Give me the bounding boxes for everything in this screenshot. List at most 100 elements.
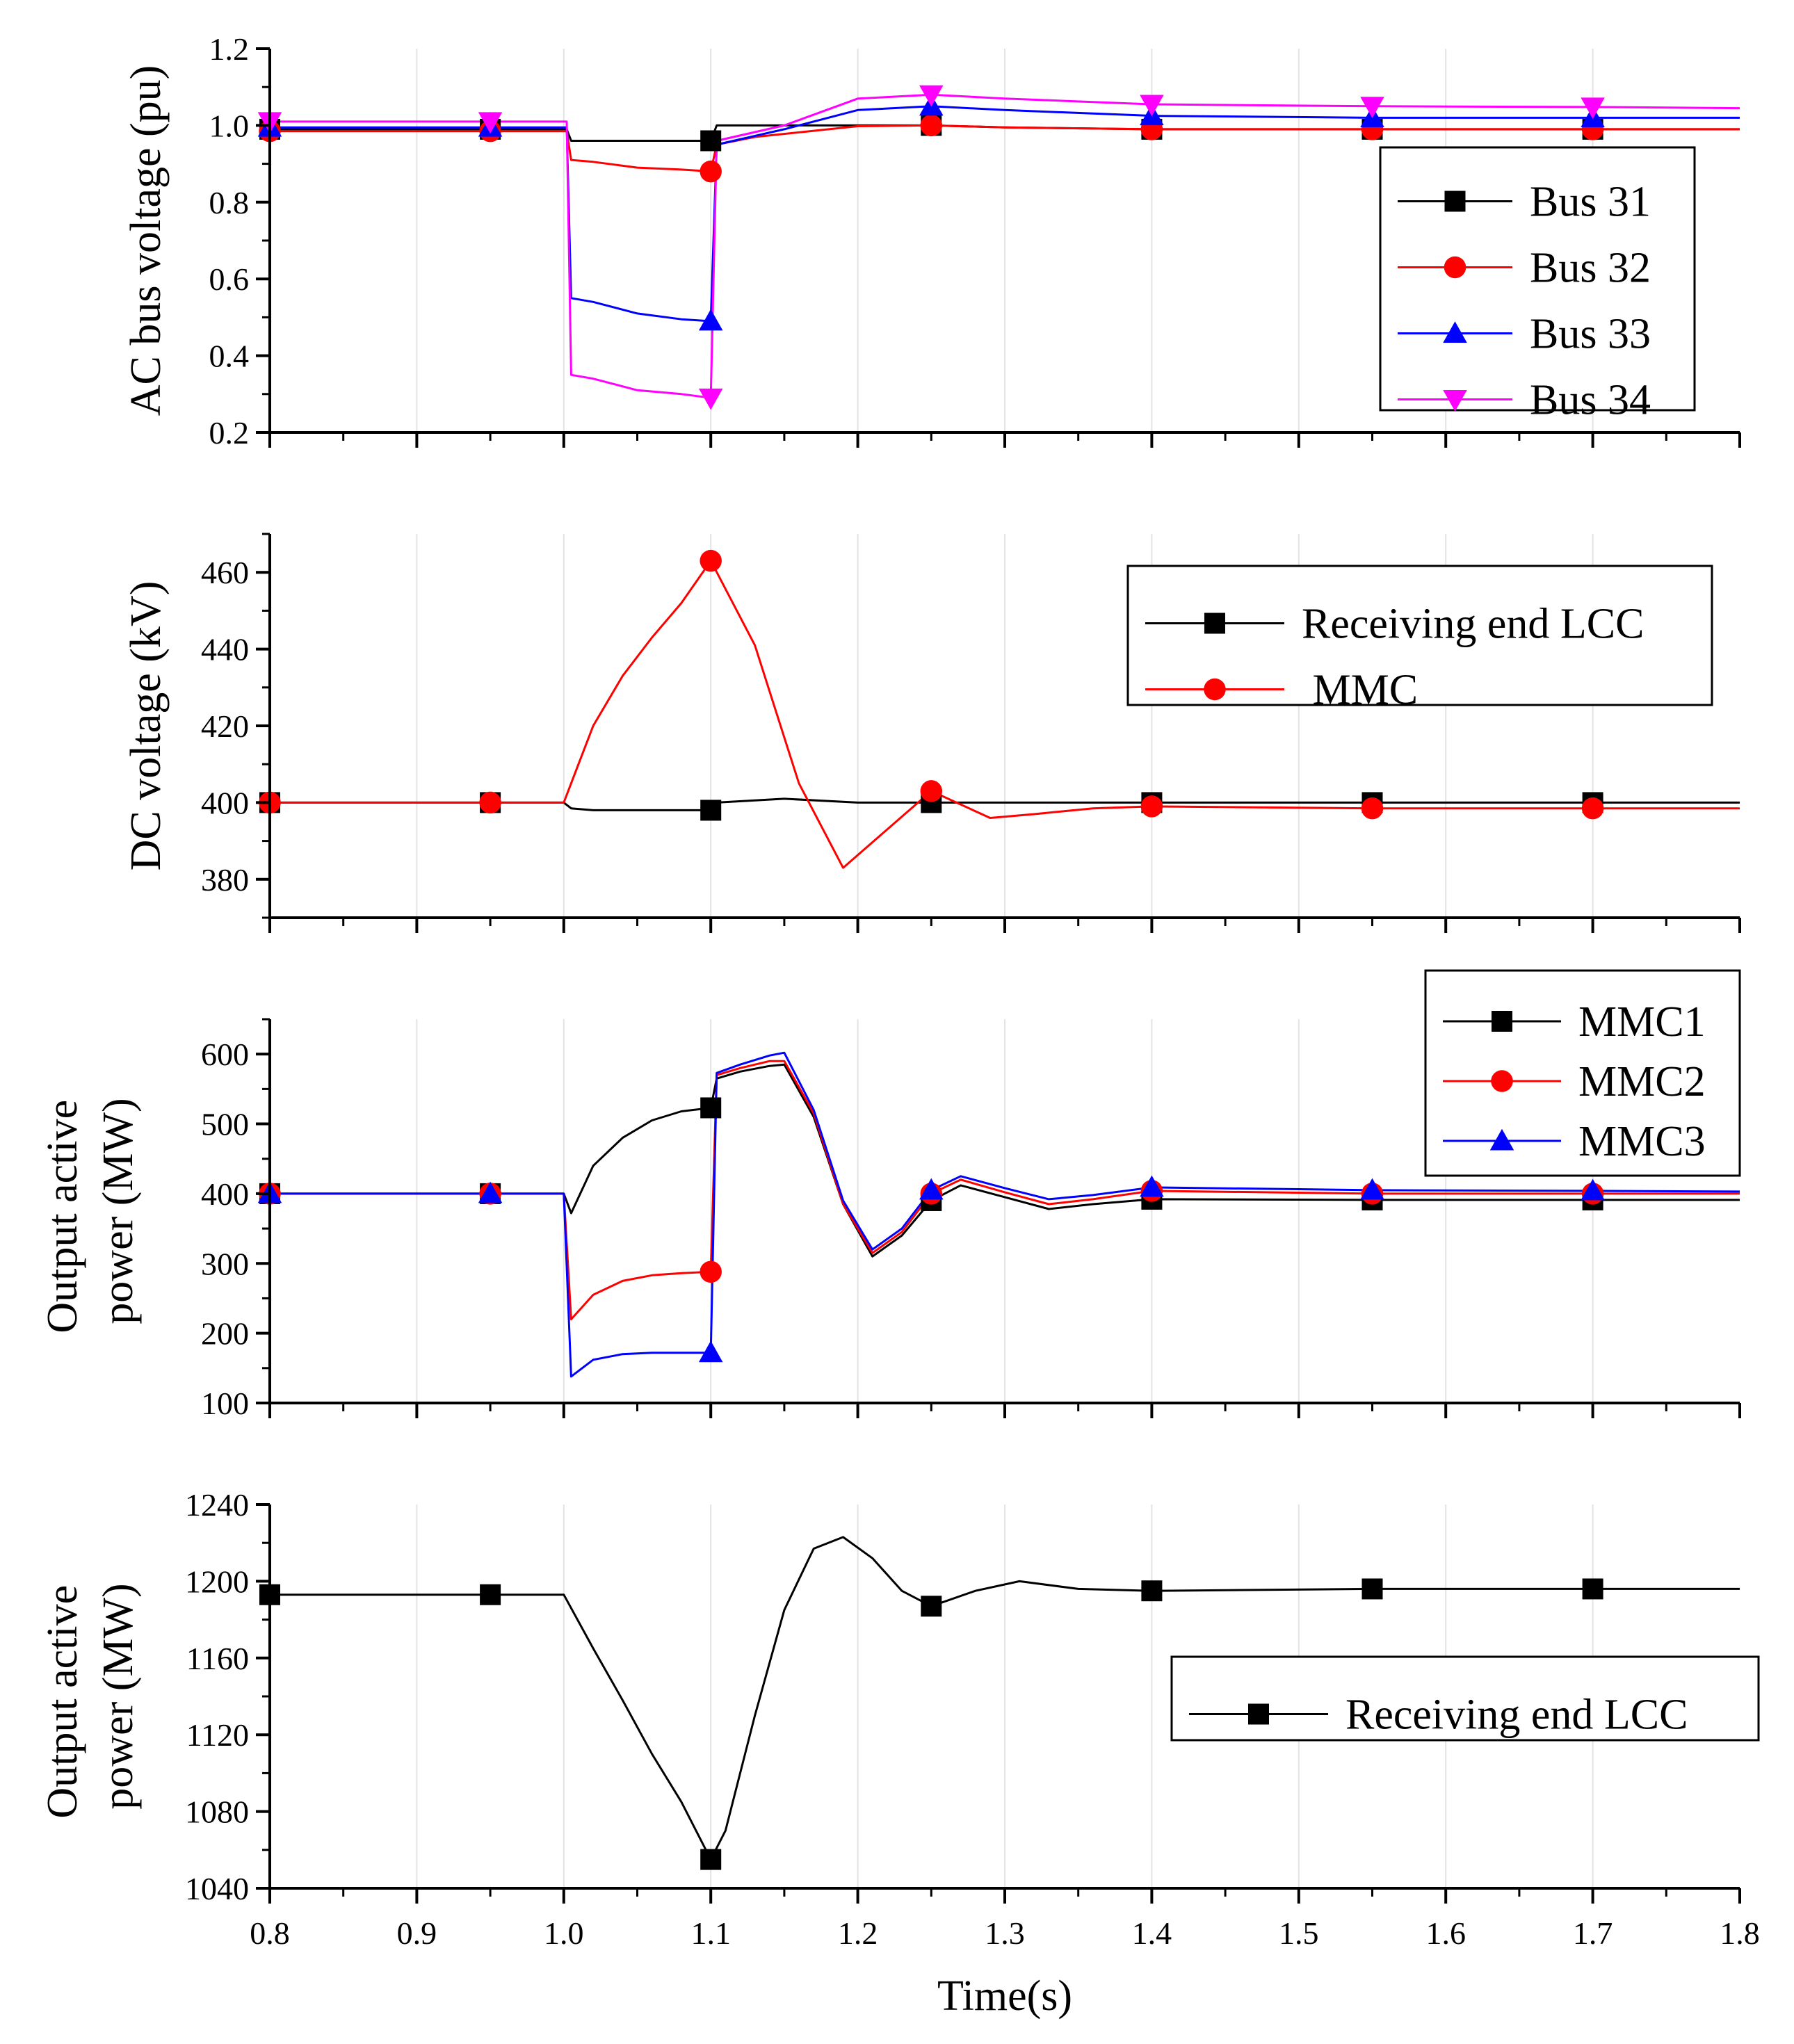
x-tick-label: 1.0 — [544, 1915, 584, 1951]
y-axis-label-line-2: power (MW) — [95, 1098, 142, 1324]
legend: MMC1 MMC2 MMC3 — [1424, 969, 1741, 1177]
data-point-bus-31 — [700, 130, 722, 152]
data-point-mmc3 — [1581, 1178, 1605, 1201]
legend-marker — [1444, 256, 1466, 279]
data-point-mmc3 — [1140, 1175, 1164, 1197]
y-axis-label-line-1: Output active — [39, 1585, 86, 1819]
panel-lcc-output-power: 1040 1080 1120 1160 1200 1240 0.8 0.9 1.0 1.1 1.2 1… — [39, 1487, 1760, 2020]
y-tick-label: 1200 — [185, 1564, 249, 1599]
data-point-receiving-end-lcc — [700, 1849, 722, 1870]
legend-label: MMC — [1302, 667, 1418, 714]
y-tick-label: 300 — [201, 1246, 249, 1281]
data-point-mmc — [479, 791, 501, 814]
y-tick-label: 0.4 — [209, 339, 250, 374]
y-tick-label: 420 — [201, 708, 249, 744]
x-tick-label: 1.3 — [985, 1915, 1025, 1951]
legend-label: MMC3 — [1578, 1118, 1706, 1165]
legend-marker — [1492, 1011, 1512, 1032]
data-point-receiving-end-lcc — [1582, 1578, 1603, 1600]
data-point-mmc — [700, 549, 722, 572]
data-point-mmc3 — [1360, 1178, 1384, 1200]
data-point-mmc1 — [700, 1097, 722, 1119]
y-tick-label: 400 — [201, 1176, 249, 1212]
legend-marker — [1204, 613, 1225, 634]
data-point-bus-34 — [478, 112, 503, 134]
legend-marker — [1443, 390, 1467, 412]
x-axis-label: Time(s) — [937, 1972, 1072, 2020]
legend: Receiving end LCC MMC — [1126, 565, 1713, 714]
data-point-mmc3 — [698, 1340, 723, 1363]
data-point-mmc — [1581, 797, 1604, 820]
data-point-mmc — [920, 780, 943, 802]
legend-marker — [1489, 1128, 1514, 1151]
data-point-bus-34 — [1140, 95, 1164, 117]
data-point-mmc2 — [700, 1260, 722, 1283]
data-point-bus-34 — [1360, 97, 1384, 119]
legend-box — [1379, 146, 1696, 412]
y-tick-label: 100 — [201, 1386, 249, 1421]
legend-marker — [1248, 1703, 1269, 1725]
x-tick-label: 0.9 — [397, 1915, 437, 1951]
x-tick-label: 0.8 — [250, 1915, 290, 1951]
x-tick-label: 1.7 — [1573, 1915, 1613, 1951]
legend-marker — [1444, 190, 1466, 212]
series-line-receiving-end-lcc — [270, 797, 1740, 811]
legend-label: Bus 33 — [1530, 311, 1651, 358]
data-point-bus-32 — [920, 114, 943, 137]
panel-mmc-output-power: 100 200 300 400 500 600 Output active power (… — [39, 969, 1741, 1421]
legend-marker — [1443, 321, 1467, 343]
legend-label: Bus 32 — [1530, 245, 1651, 292]
data-point-receiving-end-lcc — [480, 1584, 501, 1605]
x-tick-label: 1.4 — [1132, 1915, 1172, 1951]
series-line-mmc2 — [270, 1060, 1740, 1321]
y-tick-label: 440 — [201, 632, 249, 667]
y-tick-label: 0.2 — [209, 415, 250, 451]
data-point-receiving-end-lcc — [1141, 1580, 1163, 1602]
y-axis-label-line-2: power (MW) — [95, 1583, 142, 1809]
data-point-mmc3 — [478, 1181, 503, 1203]
series-line-receiving-end-lcc — [270, 1536, 1740, 1861]
legend: Receiving end LCC — [1170, 1655, 1760, 1742]
data-point-bus-32 — [700, 160, 722, 183]
legend-marker — [1204, 678, 1226, 701]
data-point-mmc3 — [919, 1178, 944, 1200]
data-point-receiving-end-lcc — [1361, 1578, 1383, 1600]
legend: Bus 31 Bus 32 Bus 33 Bus 34 — [1379, 146, 1696, 424]
data-point-bus-33 — [698, 309, 723, 331]
y-tick-label: 1240 — [185, 1487, 249, 1523]
series-line-mmc3 — [270, 1051, 1740, 1378]
y-tick-label: 380 — [201, 862, 249, 898]
legend-label: MMC1 — [1578, 998, 1706, 1046]
y-tick-label: 1.0 — [209, 108, 250, 143]
y-axis-label: AC bus voltage (pu) — [122, 65, 170, 416]
data-point-bus-34 — [698, 388, 723, 410]
legend-box — [1126, 565, 1713, 706]
series-line-mmc1 — [270, 1063, 1740, 1258]
legend-box — [1170, 1655, 1760, 1742]
y-tick-label: 200 — [201, 1316, 249, 1352]
y-tick-label: 0.6 — [209, 261, 250, 297]
y-tick-label: 1.2 — [209, 31, 250, 67]
series-line-mmc — [270, 560, 1740, 869]
y-tick-label: 1040 — [185, 1871, 249, 1906]
y-tick-label: 500 — [201, 1107, 249, 1142]
panel-dc-voltage: 380 400 420 440 460 DC voltage (kV) Receivin… — [122, 533, 1741, 933]
series-line-bus-34 — [270, 93, 1740, 399]
data-point-mmc — [1361, 797, 1384, 820]
legend-label: Bus 34 — [1530, 377, 1651, 424]
legend-marker — [1491, 1070, 1513, 1092]
y-axis-label: DC voltage (kV) — [122, 581, 170, 871]
x-tick-label: 1.6 — [1425, 1915, 1466, 1951]
panel-ac-bus-voltage: 0.2 0.4 0.6 0.8 1.0 1.2 AC bus voltage (pu) B… — [122, 31, 1741, 451]
y-tick-label: 1080 — [185, 1794, 249, 1830]
y-tick-label: 1120 — [186, 1717, 249, 1753]
x-tick-label: 1.1 — [690, 1915, 731, 1951]
data-point-mmc — [1140, 795, 1163, 818]
y-tick-label: 0.8 — [209, 185, 250, 220]
y-tick-label: 600 — [201, 1037, 249, 1072]
data-point-receiving-end-lcc — [921, 1596, 942, 1617]
legend-label: Receiving end LCC — [1302, 601, 1644, 648]
legend-label: MMC2 — [1578, 1058, 1706, 1105]
data-point-receiving-end-lcc — [700, 800, 722, 821]
